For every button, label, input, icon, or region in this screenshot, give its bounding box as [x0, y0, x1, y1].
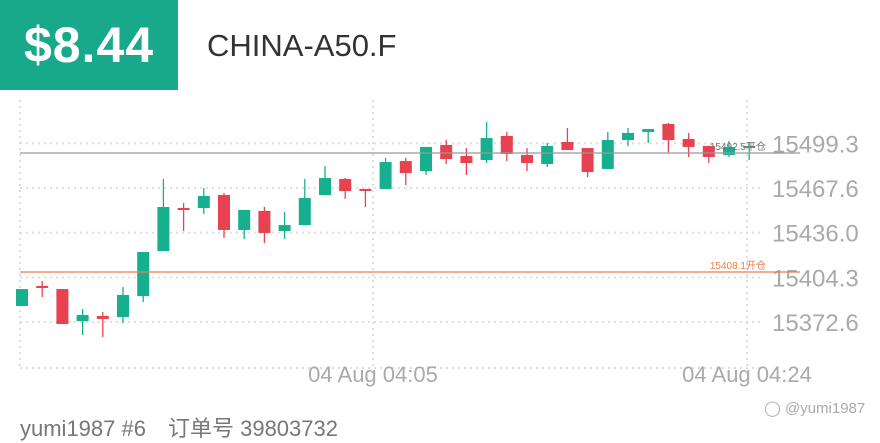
y-tick-label: 15372.6 [772, 310, 859, 337]
y-tick-label: 15436.0 [772, 221, 859, 248]
candle-up [642, 129, 655, 132]
symbol-title: CHINA-A50.F [207, 28, 397, 63]
candle-up [480, 138, 493, 161]
candle-up [117, 294, 129, 317]
candle-up [298, 197, 311, 226]
candle-down [702, 145, 715, 157]
open-price-label: 15408.1开仓 [710, 259, 766, 272]
x-tick-label: 04 Aug 04:24 [682, 362, 812, 387]
candle-down [399, 161, 412, 174]
candle-up [601, 140, 614, 169]
candle-up [157, 207, 170, 251]
candle-down [440, 144, 453, 160]
candlestick-chart: 15499.3 15467.6 15436.0 15404.3 15372.6 04 Au… [16, 100, 859, 387]
candle-down [359, 188, 372, 191]
candle-up [76, 315, 89, 322]
close-price-label: 15492.5平仓 [710, 140, 766, 153]
candle-up [197, 196, 210, 208]
candle-up [420, 146, 432, 172]
candle-up [16, 289, 28, 306]
candle-up [743, 145, 756, 148]
watermark: ◯ @yumi1987 [764, 400, 866, 417]
candle-down [339, 178, 352, 192]
candle-down [460, 155, 473, 164]
candle-down [662, 123, 675, 141]
footer: yumi1987 #6 订单号 39803732 [20, 411, 360, 443]
user-label: yumi1987 #6 [20, 416, 146, 441]
candle-up [379, 162, 392, 189]
candle-down [177, 207, 190, 210]
order-number: 订单号 39803732 [167, 416, 338, 441]
candle-down [521, 154, 533, 164]
candle-up [137, 251, 150, 297]
y-tick-label: 15499.3 [772, 131, 859, 158]
candle-up [622, 132, 634, 141]
candle-down [561, 142, 574, 151]
x-tick-label: 04 Aug 04:05 [308, 362, 438, 387]
watermark-text: @yumi1987 [784, 400, 866, 417]
candle-up [541, 145, 554, 164]
candle-down [500, 135, 513, 154]
candle-down [218, 195, 230, 230]
candle-up [238, 209, 251, 230]
candle-down [36, 285, 49, 288]
candle-down [96, 315, 109, 319]
candle-down [682, 139, 695, 147]
candle-up [319, 177, 331, 196]
candle-up [278, 225, 291, 231]
y-tick-label: 15467.6 [772, 176, 859, 203]
candle-down [581, 148, 594, 173]
price-badge: $8.44 [0, 0, 178, 90]
candle-down [258, 210, 271, 233]
y-tick-label: 15404.3 [772, 265, 859, 292]
price-value: $8.44 [23, 17, 155, 73]
candle-up [723, 146, 735, 155]
candle-down [56, 289, 69, 325]
